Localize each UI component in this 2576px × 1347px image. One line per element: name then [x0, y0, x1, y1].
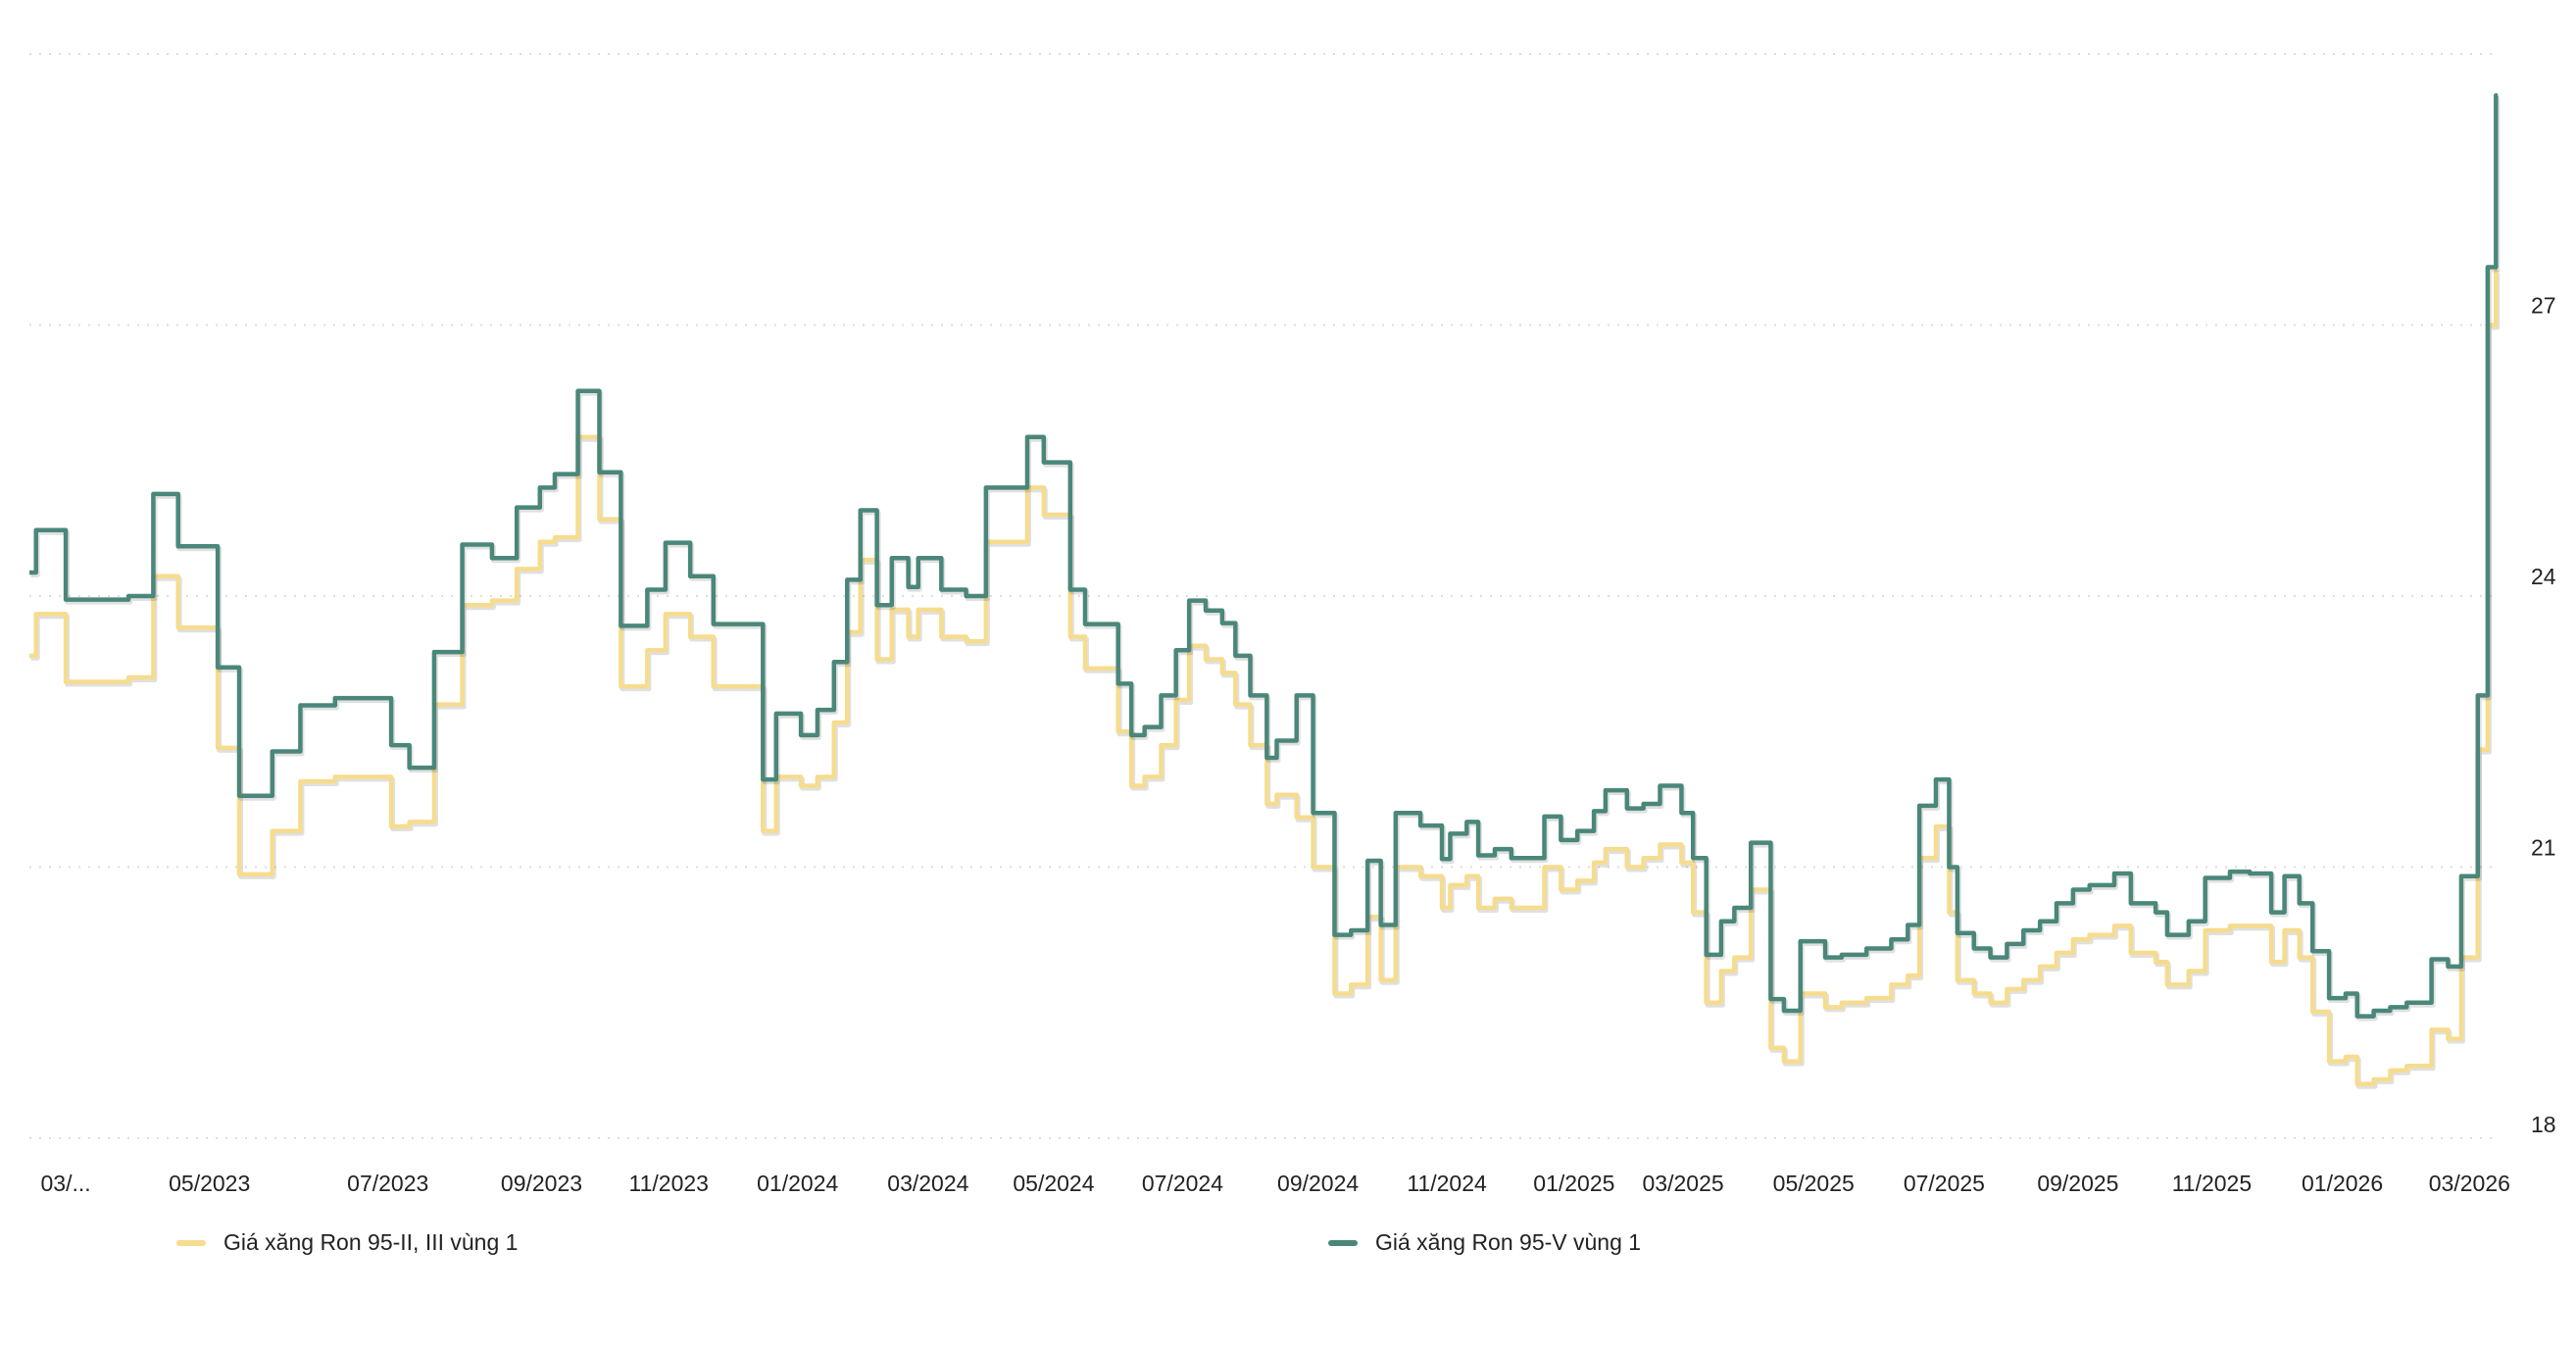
x-tick-label: 07/2024	[1142, 1171, 1223, 1196]
x-tick-label: 07/2025	[1904, 1171, 1985, 1196]
y-axis: 18 21 24 27	[2531, 293, 2556, 1138]
x-tick-label: 03/...	[41, 1171, 91, 1196]
x-tick-label: 09/2025	[2037, 1171, 2118, 1196]
legend-swatch-ron95-iii	[176, 1239, 206, 1246]
legend-label: Giá xăng Ron 95-V vùng 1	[1375, 1229, 1642, 1255]
x-tick-label: 03/2024	[887, 1171, 968, 1196]
x-tick-label: 11/2025	[2172, 1171, 2252, 1196]
series-line-ron95-v	[29, 93, 2499, 1019]
legend-label: Giá xăng Ron 95-II, III vùng 1	[223, 1229, 519, 1255]
x-tick-label: 05/2024	[1013, 1171, 1094, 1196]
x-tick-label: 01/2024	[757, 1171, 838, 1196]
x-tick-label: 09/2023	[501, 1171, 582, 1196]
x-tick-label: 05/2023	[169, 1171, 250, 1196]
x-tick-label: 01/2026	[2302, 1171, 2383, 1196]
series-lines	[29, 93, 2501, 1089]
x-tick-label: 05/2025	[1773, 1171, 1855, 1196]
series-line-ron95-iii	[29, 268, 2499, 1086]
x-tick-label: 01/2025	[1533, 1171, 1614, 1196]
x-tick-label: 11/2023	[629, 1171, 709, 1196]
legend-item-ron95-iii[interactable]: Giá xăng Ron 95-II, III vùng 1	[176, 1229, 518, 1256]
legend-item-ron95-v[interactable]: Giá xăng Ron 95-V vùng 1	[1328, 1229, 1641, 1256]
x-tick-label: 07/2023	[347, 1171, 428, 1196]
y-tick-label: 24	[2531, 564, 2556, 589]
x-tick-label: 11/2024	[1407, 1171, 1487, 1196]
x-tick-label: 09/2024	[1277, 1171, 1359, 1196]
x-tick-label: 03/2025	[1643, 1171, 1724, 1196]
legend-swatch-ron95-v	[1328, 1239, 1358, 1246]
series-shadow	[30, 271, 2501, 1089]
x-tick-label: 03/2026	[2429, 1171, 2510, 1196]
y-tick-label: 27	[2531, 293, 2556, 319]
y-tick-label: 18	[2531, 1112, 2556, 1137]
y-tick-label: 21	[2531, 835, 2556, 861]
x-axis: 03/... 05/2023 07/2023 09/2023 11/2023 01/202…	[41, 1171, 2510, 1196]
gridlines	[29, 53, 2498, 1139]
